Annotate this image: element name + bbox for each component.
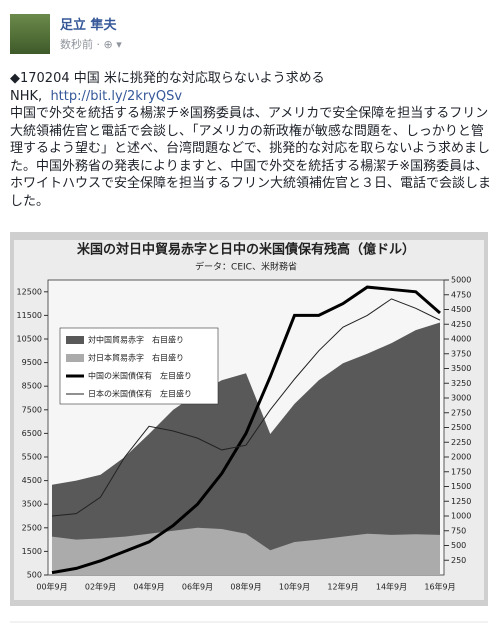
y2-tick-label: 2250 bbox=[451, 438, 471, 447]
author[interactable]: 足立 隼夫 bbox=[60, 18, 117, 33]
y2-tick-label: 1500 bbox=[451, 482, 471, 491]
y2-tick-label: 750 bbox=[451, 526, 466, 535]
y-tick-label: 7500 bbox=[22, 405, 42, 414]
y2-tick-label: 2000 bbox=[451, 453, 471, 462]
y2-tick-label: 2750 bbox=[451, 408, 471, 417]
legend-swatch bbox=[66, 354, 84, 362]
legend-label: 対日本貿易赤字 右目盛り bbox=[88, 353, 184, 363]
legend bbox=[59, 327, 219, 405]
legend-label: 中国の米国債保有 左目盛り bbox=[88, 371, 192, 381]
y2-tick-label: 4000 bbox=[451, 335, 471, 344]
chart-subtitle: データ：CEIC、米財務省 bbox=[195, 261, 297, 273]
y-tick-label: 9500 bbox=[22, 358, 42, 367]
legend-label: 日本の米国債保有 左目盛り bbox=[88, 389, 192, 399]
y-tick-label: 12500 bbox=[17, 287, 42, 296]
avatar[interactable] bbox=[10, 14, 50, 54]
y2-tick-label: 3750 bbox=[451, 349, 471, 358]
x-tick-label: 00年9月 bbox=[36, 582, 67, 592]
y2-tick-label: 5000 bbox=[451, 276, 471, 285]
body: 中国で外交を統括する楊潔チ※国務委員は、アメリカで安全保障を担当するフリン大統領… bbox=[10, 106, 492, 209]
y-tick-label: 1500 bbox=[22, 547, 42, 556]
headline: ◆170204 中国 米に挑発的な対応取らないよう求める bbox=[10, 71, 325, 86]
source: NHK, http://bit.ly/2kryQSv bbox=[10, 88, 492, 106]
y2-tick-label: 250 bbox=[451, 556, 466, 565]
area bbox=[52, 322, 440, 575]
x-tick-label: 04年9月 bbox=[133, 582, 164, 592]
timestamp: 数秒前 · ⊕ ▾ bbox=[60, 38, 122, 51]
time[interactable]: 数秒前 bbox=[60, 38, 93, 51]
x-tick-label: 14年9月 bbox=[376, 582, 407, 592]
legend-label: 対中国貿易赤字 右目盛り bbox=[88, 335, 184, 345]
y2-tick-label: 1250 bbox=[451, 497, 471, 506]
y2-tick-label: 500 bbox=[451, 541, 466, 550]
y-tick-label: 11500 bbox=[17, 311, 42, 320]
post-text: ◆170204 中国 米に挑発的な対応取らないよう求める NHK, http:/… bbox=[10, 70, 492, 210]
y2-tick-label: 4500 bbox=[451, 305, 471, 314]
y2-tick-label: 2500 bbox=[451, 423, 471, 432]
link[interactable]: http://bit.ly/2kryQSv bbox=[50, 88, 183, 104]
y-tick-label: 10500 bbox=[17, 335, 42, 344]
y2-tick-label: 1750 bbox=[451, 467, 471, 476]
y2-tick-label: 1000 bbox=[451, 512, 471, 521]
y-tick-label: 2500 bbox=[22, 523, 42, 532]
y2-tick-label: 3000 bbox=[451, 394, 471, 403]
area bbox=[52, 527, 440, 575]
y-tick-label: 3500 bbox=[22, 500, 42, 509]
y2-tick-label: 4250 bbox=[451, 320, 471, 329]
legend-swatch bbox=[66, 336, 84, 344]
y-tick-label: 6500 bbox=[22, 429, 42, 438]
x-tick-label: 06年9月 bbox=[182, 582, 213, 592]
chart-title: 米国の対日中貿易赤字と日中の米国債保有残高（億ドル） bbox=[77, 242, 415, 258]
line bbox=[51, 298, 441, 517]
x-tick-label: 08年9月 bbox=[230, 582, 261, 592]
y-tick-label: 8500 bbox=[22, 382, 42, 391]
line bbox=[51, 285, 441, 575]
y2-tick-label: 3500 bbox=[451, 364, 471, 373]
x-tick-label: 16年9月 bbox=[424, 582, 455, 592]
source-name: NHK, bbox=[10, 88, 43, 104]
y2-tick-label: 3250 bbox=[451, 379, 471, 388]
x-tick-label: 12年9月 bbox=[327, 582, 358, 592]
y-tick-label: 4500 bbox=[22, 476, 42, 485]
x-tick-label: 10年9月 bbox=[279, 582, 310, 592]
y2-tick-label: 4750 bbox=[451, 290, 471, 299]
y-tick-label: 500 bbox=[27, 571, 42, 580]
y-tick-label: 5500 bbox=[22, 453, 42, 462]
x-tick-label: 02年9月 bbox=[85, 582, 116, 592]
